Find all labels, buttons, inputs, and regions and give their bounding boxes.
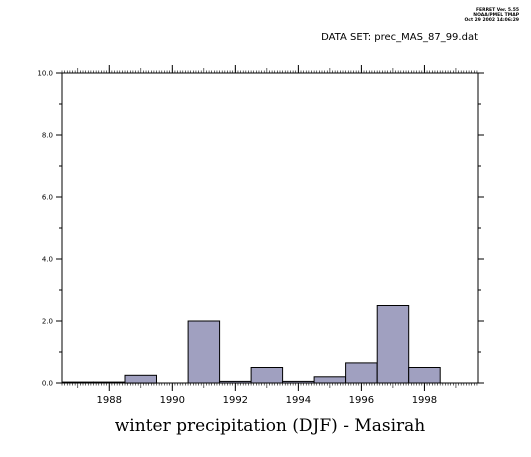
- y-tick-label: 6.0: [42, 194, 53, 202]
- x-axis-label: winter precipitation (DJF) - Masirah: [115, 416, 426, 436]
- x-tick-label: 1990: [160, 395, 185, 406]
- y-tick-label: 0.0: [42, 380, 53, 388]
- plot-frame: [61, 72, 479, 384]
- meta-line-2: NOAA/PMEL TMAP: [473, 13, 519, 18]
- bar-1997: [376, 305, 410, 384]
- y-tick-label: 8.0: [42, 132, 53, 140]
- bar-1996: [345, 362, 378, 384]
- bar-1989: [124, 374, 157, 384]
- x-tick-label: 1996: [349, 395, 374, 406]
- axes-group: 0.0 2.0 4.0 6.0 8.0 10.0 1988 1990 1992 1994 1996 1…: [37, 65, 484, 406]
- bar-1995: [313, 376, 347, 384]
- x-tick-label: 1994: [286, 395, 311, 406]
- plot-metadata: FERRET Ver. 5.55 NOAA/PMEL TMAP Oct 29 2…: [464, 8, 519, 23]
- dataset-label: DATA SET: prec_MAS_87_99.dat: [321, 32, 478, 43]
- y-tick-label: 10.0: [37, 70, 53, 78]
- y-tick-label: 2.0: [42, 318, 53, 326]
- x-tick-label: 1998: [412, 395, 437, 406]
- x-tick-label: 1992: [223, 395, 248, 406]
- x-tick-label: 1988: [97, 395, 122, 406]
- y-tick-label: 4.0: [42, 256, 53, 264]
- meta-line-1: FERRET Ver. 5.55: [475, 8, 519, 13]
- bar-group: [61, 305, 441, 384]
- bar-1993: [250, 367, 284, 384]
- meta-line-3: Oct 29 2002 14:06:29: [464, 18, 519, 23]
- bar-1998: [408, 367, 441, 384]
- bar-1991: [187, 320, 221, 384]
